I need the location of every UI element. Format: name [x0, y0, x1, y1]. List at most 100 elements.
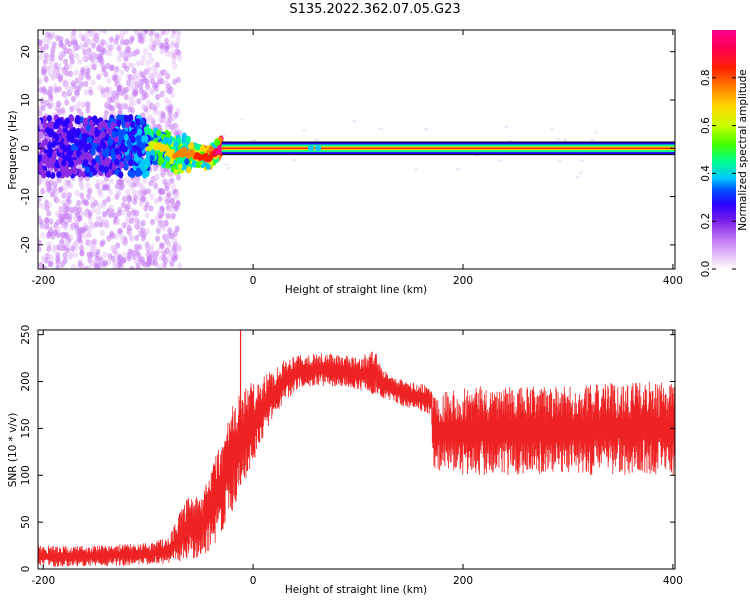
- spectrogram-cell: [86, 265, 92, 269]
- spectrogram-cell: [58, 243, 64, 250]
- spectrogram-cell: [50, 233, 56, 240]
- spectrogram-cell: [107, 104, 113, 111]
- snr-frame: [37, 329, 676, 570]
- spectrogram-cell: [65, 241, 71, 249]
- spectrogram-cell: [56, 100, 62, 108]
- spectrogram-cell: [46, 114, 52, 122]
- y-tick-label: 150: [20, 418, 32, 438]
- spectrogram-cell: [68, 181, 74, 189]
- spectrogram-cell: [167, 137, 173, 145]
- spectrogram-cell: [104, 86, 110, 93]
- spectrogram-cell: [101, 65, 107, 73]
- spectrogram-cell: [455, 167, 460, 171]
- colorbar-axes: 0.0 0.2 0.4 0.6 0.8: [700, 69, 736, 277]
- spectrogram-cell: [64, 233, 70, 240]
- spectrogram-cell: [74, 52, 80, 60]
- spectrogram-cell: [160, 112, 166, 119]
- spectrogram-cell: [177, 262, 183, 269]
- spectrogram-cell: [109, 244, 115, 252]
- spectrogram-cell: [155, 235, 161, 242]
- spectrogram-cell: [45, 54, 51, 62]
- spectrogram-cell: [125, 216, 131, 223]
- y-tick-label: 0: [20, 566, 32, 573]
- spectrogram-cell: [123, 93, 129, 101]
- spectrogram-cell: [115, 190, 121, 197]
- spectrogram-cell: [86, 230, 92, 238]
- spectrogram-cell: [80, 44, 86, 51]
- spectrogram-cell: [154, 61, 160, 69]
- spectrogram-cell: [59, 142, 65, 150]
- spectrogram-cell: [58, 51, 64, 58]
- spectrogram-cell: [143, 169, 150, 177]
- spectrogram-cell: [94, 155, 101, 163]
- spectrogram-cell: [302, 129, 307, 132]
- spectrogram-cell: [115, 218, 121, 226]
- spectrogram-cell: [121, 128, 127, 136]
- spectrogram-cell: [41, 171, 47, 179]
- spectrogram-cell: [77, 206, 83, 213]
- spectrogram-cell: [129, 35, 135, 42]
- colorbar-tick-label: 0.8: [700, 69, 712, 86]
- spectrogram-cell: [64, 212, 70, 220]
- spectrogram-cell: [100, 38, 106, 46]
- spectrogram-cell: [154, 81, 160, 88]
- spectrogram-cell: [132, 90, 138, 98]
- spectrogram-cell: [149, 193, 155, 201]
- spectrogram-cell: [120, 38, 126, 46]
- spectrogram-cell: [74, 190, 80, 197]
- spectrogram-cell: [68, 115, 75, 123]
- spectrogram-cell: [135, 60, 141, 67]
- spectrogram-cell: [134, 178, 140, 185]
- spectrogram-cell: [590, 138, 595, 142]
- spectrogram-cell: [38, 245, 42, 253]
- spectrogram-cell: [45, 160, 51, 168]
- spectrogram-cell: [103, 109, 109, 116]
- spectrogram-cell: [58, 205, 64, 212]
- spectrogram-cell: [124, 195, 130, 202]
- spectrogram-cell: [156, 222, 162, 230]
- spectrogram-cell: [157, 209, 163, 217]
- spectrogram-cell: [170, 212, 176, 220]
- spectrogram-cell: [49, 54, 55, 62]
- spectrogram-cell: [39, 97, 45, 104]
- spectrogram-cell: [42, 121, 48, 129]
- spectrogram-cell: [128, 114, 134, 122]
- snr-x-label: Height of straight line (km): [285, 584, 427, 596]
- spectrogram-cell: [114, 147, 120, 155]
- spectrogram-cell: [85, 193, 91, 200]
- spectrogram-cell: [54, 160, 60, 168]
- spectrogram-cell: [126, 225, 132, 232]
- spectrogram-cell: [85, 182, 91, 189]
- spectrogram-cell: [95, 248, 101, 255]
- y-tick-label: 50: [20, 515, 32, 528]
- spectrogram-cell: [149, 89, 155, 96]
- spectrogram-cell: [167, 110, 173, 117]
- spectrogram-cell: [424, 127, 429, 131]
- spectrogram-cell: [414, 168, 419, 171]
- spectrogram-cell: [165, 212, 171, 220]
- spectrogram-cell: [95, 53, 101, 60]
- spectrogram-cell: [145, 83, 151, 90]
- spectrogram-cell: [46, 245, 52, 252]
- spectrogram-cell: [38, 131, 44, 139]
- spectrogram-cell: [116, 75, 122, 83]
- spectrogram-cell: [55, 264, 61, 269]
- spectrogram-cell: [149, 115, 155, 123]
- spectrogram-cell: [160, 220, 166, 227]
- spectrogram-cell: [120, 209, 126, 216]
- spectrogram-cell: [94, 129, 100, 137]
- spectrogram-cell: [77, 260, 83, 268]
- spectrogram-cell: [91, 52, 97, 59]
- spectrogram-cell: [43, 138, 49, 146]
- spectrogram-cell: [109, 230, 115, 238]
- spectrogram-cell: [63, 206, 69, 213]
- snr-y-label: SNR (10 * v/v): [7, 413, 19, 488]
- spectrogram-cell: [85, 101, 91, 108]
- spectrogram-cell: [292, 158, 297, 162]
- spectrogram-cell: [55, 219, 61, 226]
- spectrogram-cell: [131, 209, 137, 217]
- spectrogram-cell: [189, 141, 195, 149]
- spectrogram-cell: [61, 159, 67, 167]
- spectrogram-cell: [76, 228, 82, 236]
- spectrogram-cell: [119, 161, 125, 169]
